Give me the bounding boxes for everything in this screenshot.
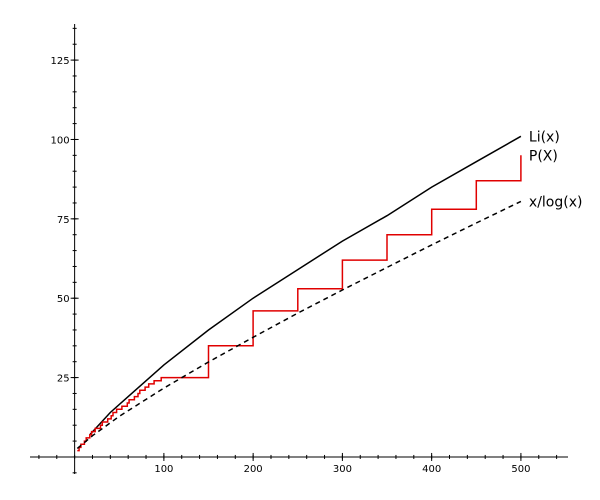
y-tick-label: 50 <box>57 294 70 305</box>
axes: 100 200 300 400 500 25 50 75 100 125 <box>30 24 568 475</box>
labels-layer: Li(x) P(X) x/log(x) <box>529 129 583 210</box>
x-tick-label: 400 <box>422 464 441 475</box>
legend-label-2: x/log(x) <box>529 194 583 210</box>
y-tick-label: 100 <box>51 135 70 146</box>
series-line-0 <box>89 135 522 436</box>
x-tick-label: 200 <box>244 464 263 475</box>
legend-label-0: Li(x) <box>529 129 560 145</box>
x-tick-label: 100 <box>154 464 173 475</box>
x-tick-label: 300 <box>333 464 352 475</box>
series-line-1 <box>77 155 522 452</box>
legend-label-1: P(X) <box>529 148 558 164</box>
series-layer <box>76 135 522 452</box>
y-tick-label: 25 <box>57 374 70 385</box>
y-tick-label: 75 <box>57 215 70 226</box>
y-tick-label: 125 <box>51 56 70 67</box>
series-line-2 <box>76 200 522 449</box>
x-tick-label: 500 <box>511 464 530 475</box>
